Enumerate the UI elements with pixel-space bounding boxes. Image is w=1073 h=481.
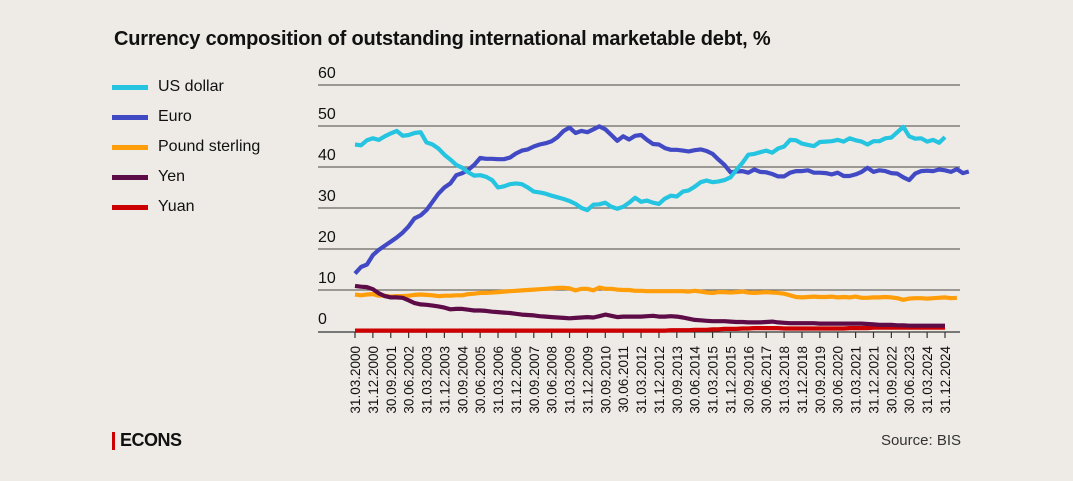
y-axis-ticks: 0 10 20 30 40 50 60 — [318, 65, 336, 328]
legend-item: Yen — [112, 162, 260, 192]
x-axis: 31.03.2000 31.12.2000 30.09.2001 30.06.2002… — [318, 331, 960, 414]
x-tick-label: 31.03.2003 — [420, 346, 435, 414]
series-line-yen — [354, 283, 945, 328]
x-tick-label: 31.12.2003 — [437, 346, 452, 414]
x-tick-label: 30.09.2001 — [384, 346, 399, 414]
x-tick-label: 30.06.2002 — [402, 346, 417, 414]
series-line-pound-sterling — [354, 285, 958, 302]
x-tick-label: 30.09.2022 — [884, 346, 899, 414]
x-tick-label: 30.06.2020 — [831, 346, 846, 414]
legend-label: Euro — [158, 108, 192, 125]
legend-swatch — [112, 144, 148, 150]
x-tick-label: 30.09.2010 — [598, 346, 613, 414]
x-tick-label: 30.06.2005 — [473, 346, 488, 414]
x-tick-label: 31.12.2015 — [723, 346, 738, 414]
x-tick-label: 30.09.2019 — [813, 346, 828, 414]
x-tick-label: 31.03.2015 — [706, 346, 721, 414]
legend-swatch — [112, 174, 148, 180]
x-tick-label: 31.12.2012 — [652, 346, 667, 414]
x-tick-label: 31.12.2018 — [795, 346, 810, 414]
x-tick-label: 30.06.2008 — [545, 346, 560, 414]
x-tick-label: 31.03.2024 — [920, 346, 935, 414]
legend-item: Yuan — [112, 192, 260, 222]
legend-swatch — [112, 84, 148, 90]
y-tick-label: 0 — [318, 311, 327, 328]
x-tick-label: 31.12.2006 — [509, 346, 524, 414]
brand-name: ECONS — [120, 430, 182, 450]
legend-item: Pound sterling — [112, 132, 260, 162]
y-tick-label: 50 — [318, 106, 336, 123]
x-tick-label: 31.03.2012 — [634, 346, 649, 414]
x-tick-label: 31.03.2021 — [849, 346, 864, 414]
gridlines — [318, 84, 960, 291]
x-tick-label: 31.03.2009 — [563, 346, 578, 414]
x-tick-label: 30.09.2016 — [741, 346, 756, 414]
y-tick-label: 60 — [318, 65, 336, 82]
legend-swatch — [112, 204, 148, 210]
x-tick-label: 31.12.2024 — [938, 346, 953, 414]
x-tick-label: 31.03.2018 — [777, 346, 792, 414]
source-note: Source: BIS — [880, 432, 961, 449]
x-tick-label: 31.03.2000 — [348, 346, 363, 414]
series-lines — [353, 124, 970, 333]
x-tick-label: 30.06.2011 — [616, 346, 631, 413]
x-tick-label: 30.09.2013 — [670, 346, 685, 414]
brand-bar-icon — [112, 431, 115, 450]
x-tick-label: 30.06.2023 — [902, 346, 917, 414]
y-tick-label: 20 — [318, 229, 336, 246]
legend-swatch — [112, 114, 148, 120]
y-tick-label: 10 — [318, 270, 336, 287]
x-tick-label: 30.06.2017 — [759, 346, 774, 414]
x-tick-label: 30.06.2014 — [688, 346, 703, 414]
series-line-euro — [353, 124, 970, 276]
legend-label: Pound sterling — [158, 138, 261, 155]
legend-item: Euro — [112, 102, 260, 132]
x-tick-label: 31.12.2021 — [866, 346, 881, 414]
x-tick-label: 31.12.2009 — [580, 346, 595, 414]
x-tick-label: 31.03.2006 — [491, 346, 506, 414]
y-tick-label: 40 — [318, 147, 336, 164]
legend-label: Yen — [158, 168, 185, 185]
legend-label: US dollar — [158, 78, 224, 95]
series-line-us-dollar — [354, 124, 947, 213]
x-tick-label: 30.09.2004 — [455, 346, 470, 414]
brand-logo: ECONS — [112, 430, 182, 451]
x-tick-label: 31.12.2000 — [366, 346, 381, 414]
legend-item: US dollar — [112, 72, 260, 102]
series-line-yuan — [355, 325, 945, 333]
legend: US dollar Euro Pound sterling Yen Yuan — [112, 72, 260, 222]
legend-label: Yuan — [158, 198, 195, 215]
x-tick-label: 30.09.2007 — [527, 346, 542, 414]
y-tick-label: 30 — [318, 188, 336, 205]
chart-title: Currency composition of outstanding inte… — [114, 28, 771, 50]
